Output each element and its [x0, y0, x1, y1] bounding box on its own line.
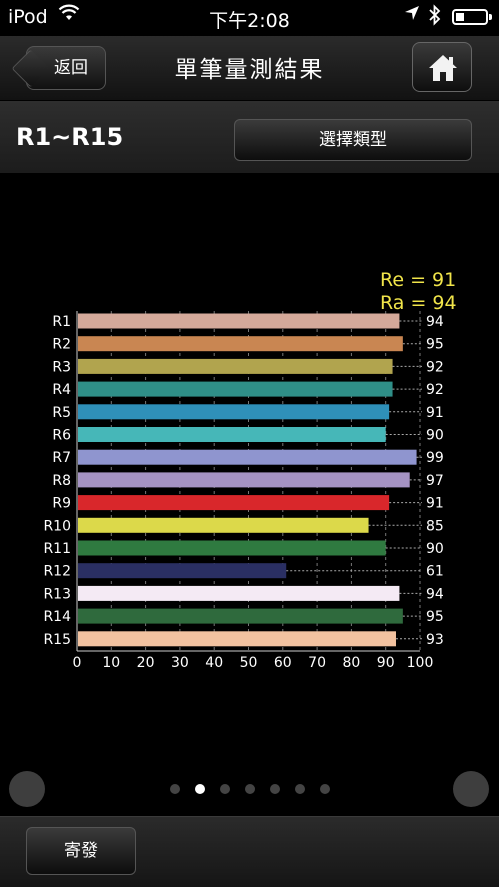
bluetooth-icon — [428, 4, 442, 31]
value-label: 90 — [426, 541, 444, 557]
bar-r8 — [78, 472, 410, 488]
bar-r14 — [78, 608, 403, 624]
clock: 下午2:08 — [209, 10, 290, 32]
next-page-button[interactable] — [453, 771, 489, 807]
x-tick-label: 80 — [342, 655, 360, 671]
status-bar: iPod 下午2:08 — [0, 0, 499, 36]
x-tick-label: 10 — [102, 655, 120, 671]
range-label: R1~R15 — [16, 123, 124, 151]
bar-r3 — [78, 358, 393, 374]
x-tick-label: 20 — [137, 655, 155, 671]
value-label: 94 — [426, 586, 444, 602]
x-tick-label: 70 — [308, 655, 326, 671]
bar-r7 — [78, 449, 417, 465]
ra-value: Ra = 94 — [380, 292, 457, 314]
x-tick-label: 30 — [171, 655, 189, 671]
send-button[interactable]: 寄發 — [26, 827, 136, 875]
sub-header: R1~R15 選擇類型 — [0, 101, 499, 173]
page-dot[interactable] — [295, 784, 305, 794]
value-label: 61 — [426, 564, 444, 580]
category-label: R13 — [43, 586, 71, 602]
category-label: R15 — [43, 632, 71, 648]
page-dot[interactable] — [245, 784, 255, 794]
category-label: R4 — [52, 382, 71, 398]
page-title: 單筆量測結果 — [174, 57, 325, 83]
back-button[interactable]: 返回 — [26, 46, 106, 90]
category-label: R3 — [52, 359, 71, 375]
value-label: 91 — [426, 405, 444, 421]
prev-page-button[interactable] — [9, 771, 45, 807]
chart-area: Re = 91 Ra = 94 R1 94 R2 95 R3 92 R4 92 R5 91 R6 90… — [0, 173, 499, 813]
bar-r13 — [78, 585, 400, 601]
bar-r9 — [78, 495, 390, 511]
location-arrow-icon — [404, 5, 420, 26]
value-label: 92 — [426, 359, 444, 375]
x-tick-label: 50 — [240, 655, 258, 671]
bar-r1 — [78, 313, 400, 329]
value-label: 97 — [426, 473, 444, 489]
bar-r15 — [78, 631, 396, 647]
page-dot[interactable] — [220, 784, 230, 794]
bar-r2 — [78, 336, 403, 352]
value-label: 85 — [426, 518, 444, 534]
value-label: 92 — [426, 382, 444, 398]
battery-low-icon — [452, 9, 492, 25]
page-indicator[interactable] — [0, 784, 499, 796]
page-dot[interactable] — [320, 784, 330, 794]
category-label: R5 — [52, 405, 71, 421]
category-label: R11 — [43, 541, 71, 557]
bottom-bar: 寄發 — [0, 816, 499, 887]
bar-r11 — [78, 540, 386, 556]
x-tick-label: 0 — [73, 655, 82, 671]
page-dot[interactable] — [270, 784, 280, 794]
value-label: 93 — [426, 632, 444, 648]
x-tick-label: 100 — [407, 655, 434, 671]
value-label: 99 — [426, 450, 444, 466]
value-label: 94 — [426, 314, 444, 330]
bar-r5 — [78, 404, 390, 420]
bar-chart: R1 94 R2 95 R3 92 R4 92 R5 91 R6 90 R7 99 R8 97 R9 91 R10 8… — [43, 311, 444, 671]
back-label: 返回 — [54, 58, 88, 78]
page-dot[interactable] — [170, 784, 180, 794]
category-label: R10 — [43, 518, 71, 534]
bar-r6 — [78, 427, 386, 442]
category-label: R12 — [43, 564, 71, 580]
category-label: R8 — [52, 473, 71, 489]
bar-r10 — [78, 517, 369, 533]
category-label: R1 — [52, 314, 71, 330]
category-label: R9 — [52, 496, 71, 512]
category-label: R7 — [52, 450, 71, 466]
page-dot[interactable] — [195, 784, 205, 794]
bar-r4 — [78, 381, 393, 397]
category-label: R2 — [52, 337, 71, 353]
select-type-button[interactable]: 選擇類型 — [234, 119, 472, 161]
category-label: R14 — [43, 609, 71, 625]
nav-bar: 返回 單筆量測結果 — [0, 36, 499, 101]
value-label: 91 — [426, 496, 444, 512]
category-label: R6 — [52, 428, 71, 444]
carrier-label: iPod — [8, 6, 48, 28]
x-tick-label: 90 — [377, 655, 395, 671]
wifi-icon — [58, 4, 80, 27]
x-tick-label: 40 — [205, 655, 223, 671]
bar-r12 — [78, 563, 287, 579]
x-tick-label: 60 — [274, 655, 292, 671]
value-label: 90 — [426, 428, 444, 444]
re-value: Re = 91 — [380, 269, 457, 291]
home-button[interactable] — [412, 42, 472, 92]
value-label: 95 — [426, 609, 444, 625]
home-icon — [429, 55, 457, 81]
value-label: 95 — [426, 337, 444, 353]
